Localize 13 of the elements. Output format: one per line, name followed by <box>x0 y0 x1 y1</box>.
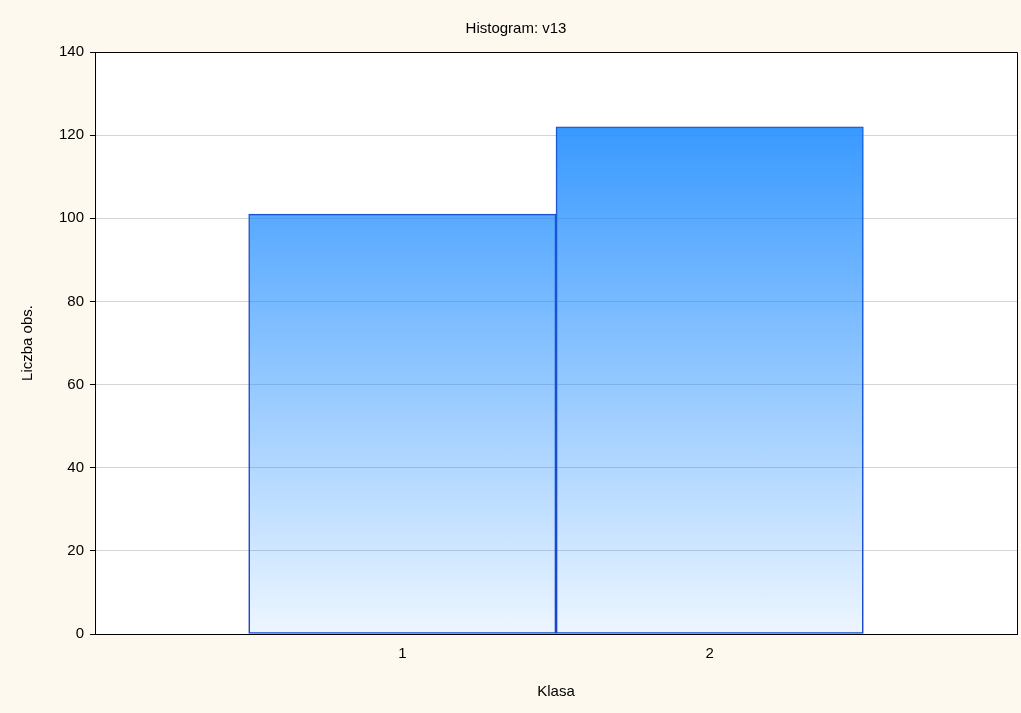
y-tick-label: 40 <box>67 457 85 475</box>
y-tick-label: 140 <box>59 42 85 60</box>
y-axis-title: Liczba obs. <box>18 305 36 381</box>
y-tick-label: 0 <box>75 624 85 642</box>
chart-title: Histogram: v13 <box>465 19 567 37</box>
y-tick-label: 120 <box>59 125 85 143</box>
y-tick-label: 100 <box>59 208 85 226</box>
x-tick-label: 2 <box>705 644 714 662</box>
x-tick-label: 1 <box>398 644 407 662</box>
x-axis-title: Klasa <box>537 682 576 700</box>
y-tick-label: 20 <box>67 541 85 558</box>
y-tick-label: 60 <box>67 374 85 392</box>
y-tick-label: 80 <box>67 291 85 309</box>
